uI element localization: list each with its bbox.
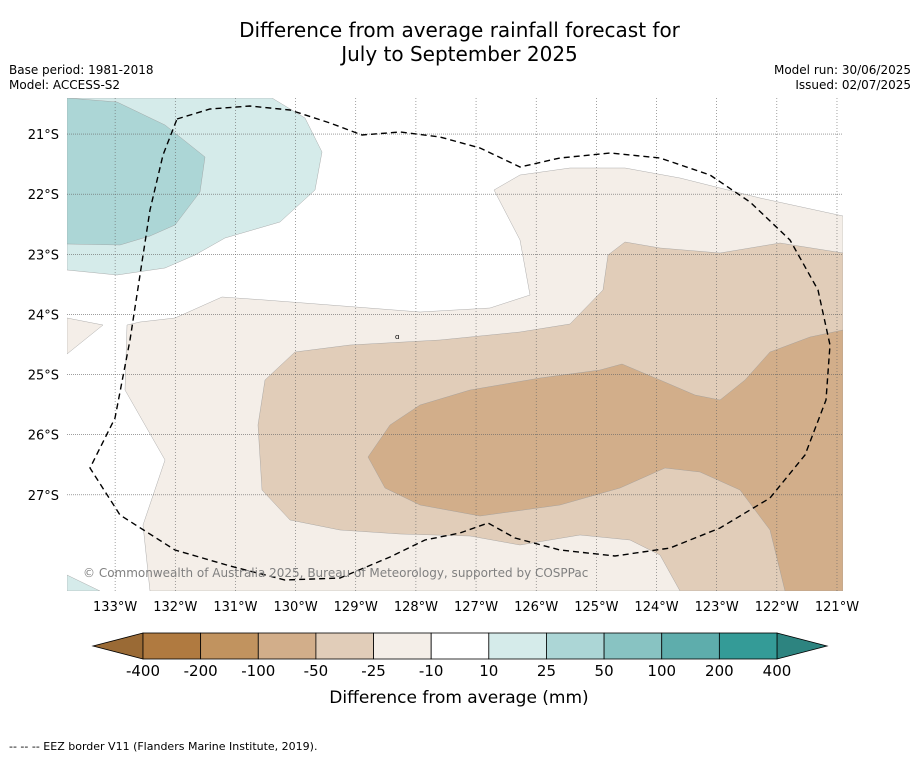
colorbar-segment (488, 632, 547, 660)
longitude-label: 124°W (634, 600, 678, 615)
longitude-label: 123°W (695, 600, 739, 615)
colorbar-tick-label: 400 (763, 662, 792, 680)
latitude-labels: 21°S 22°S 23°S 24°S 25°S 26°S 27°S (28, 128, 59, 504)
longitude-label: 133°W (93, 600, 137, 615)
longitude-label: 130°W (274, 600, 318, 615)
map-title: Difference from average rainfall forecas… (0, 18, 919, 66)
colorbar-high-extend (776, 632, 829, 660)
longitude-label: 126°W (514, 600, 558, 615)
issued-date: Issued: 02/07/2025 (795, 78, 911, 92)
title-line-1: Difference from average rainfall forecas… (239, 18, 680, 42)
colorbar-tick-label: 25 (537, 662, 556, 680)
longitude-label: 132°W (153, 600, 197, 615)
longitude-label: 121°W (815, 600, 859, 615)
longitude-label: 129°W (334, 600, 378, 615)
colorbar-tick-label: -50 (304, 662, 329, 680)
longitude-label: 122°W (755, 600, 799, 615)
longitude-label: 128°W (394, 600, 438, 615)
colorbar-tick-label: 10 (479, 662, 498, 680)
colorbar-segment (661, 632, 720, 660)
latitude-label: 25°S (28, 369, 59, 384)
colorbar-segment (315, 632, 374, 660)
meta-right: Model run: 30/06/2025 Issued: 02/07/2025 (774, 63, 911, 93)
gridlines (67, 98, 843, 591)
colorbar-tick-label: 50 (595, 662, 614, 680)
eez-border (89, 105, 831, 581)
colorbar-tick-label: -25 (361, 662, 386, 680)
colorbar-tick-label: 200 (705, 662, 734, 680)
eez-border-legend: -- -- -- EEZ border V11 (Flanders Marine… (9, 740, 318, 753)
longitude-label: 131°W (213, 600, 257, 615)
colorbar-title: Difference from average (mm) (329, 688, 588, 708)
colorbar-tick-label: -200 (184, 662, 218, 680)
model-run: Model run: 30/06/2025 (773, 63, 911, 77)
colorbar-segment (257, 632, 317, 660)
colorbar-segment (200, 632, 259, 660)
longitude-label: 127°W (454, 600, 498, 615)
colorbar-tick-label: 100 (647, 662, 676, 680)
copyright-text: © Commonwealth of Australia 2025, Bureau… (83, 566, 588, 580)
model-name: Model: ACCESS-S2 (9, 78, 121, 92)
colorbar-segment (603, 632, 663, 660)
base-period: Base period: 1981-2018 (9, 63, 154, 77)
colorbar-low-extend (91, 632, 144, 660)
latitude-label: 27°S (28, 489, 59, 504)
longitude-label: 125°W (574, 600, 618, 615)
dry-contour-50-100 (367, 329, 843, 591)
colorbar-segment (373, 632, 432, 660)
colorbar-tick-label: -10 (419, 662, 444, 680)
latitude-label: 23°S (28, 248, 59, 263)
wet-contour-bottom (67, 574, 101, 591)
colorbar: -400 -200 -100 -50 -25 -10 10 25 50 100 200 400 (91, 632, 829, 680)
colorbar-segment (718, 632, 778, 660)
latitude-label: 26°S (28, 429, 59, 444)
latitude-label: 24°S (28, 308, 59, 323)
colorbar-segment (546, 632, 605, 660)
map-panel: ɑ (67, 98, 843, 591)
colorbar-tick-label: -400 (126, 662, 160, 680)
colorbar-segment (430, 632, 490, 660)
latitude-label: 22°S (28, 188, 59, 203)
dry-contour-small (67, 317, 104, 355)
meta-left: Base period: 1981-2018 Model: ACCESS-S2 (9, 63, 154, 93)
title-line-2: July to September 2025 (341, 42, 578, 66)
latitude-label: 21°S (28, 128, 59, 143)
colorbar-tick-label: -100 (241, 662, 275, 680)
longitude-labels: 133°W 132°W 131°W 130°W 129°W 128°W 127°W 126°W… (93, 600, 859, 615)
contour-speck: ɑ (395, 333, 399, 341)
colorbar-segment (142, 632, 202, 660)
